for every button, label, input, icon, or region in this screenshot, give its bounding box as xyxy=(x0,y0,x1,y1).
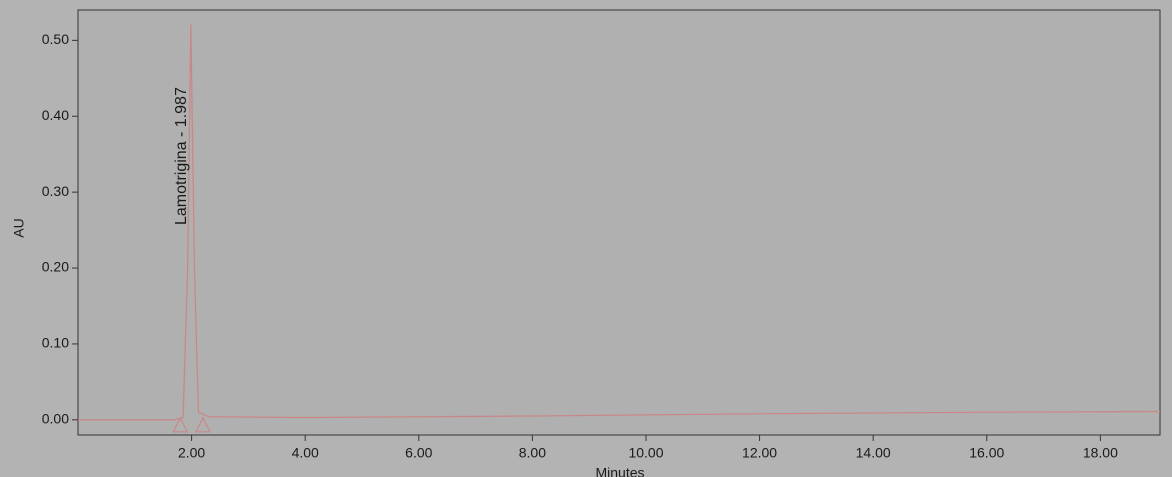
x-axis-label: Minutes xyxy=(595,465,644,477)
x-tick-label: 16.00 xyxy=(969,445,1004,461)
x-tick-label: 2.00 xyxy=(178,445,205,461)
y-tick-label: 0.30 xyxy=(42,183,69,199)
y-tick-label: 0.20 xyxy=(42,259,69,275)
x-tick-label: 10.00 xyxy=(628,445,663,461)
x-tick-label: 14.00 xyxy=(856,445,891,461)
x-tick-label: 18.00 xyxy=(1083,445,1118,461)
x-tick-label: 6.00 xyxy=(405,445,432,461)
peak-bound-marker xyxy=(172,416,189,433)
plot-area xyxy=(77,9,1161,436)
y-tick-label: 0.10 xyxy=(42,335,69,351)
y-tick-label: 0.40 xyxy=(42,107,69,123)
peak-annotation: Lamotrigina - 1.987 xyxy=(173,87,190,225)
y-axis-label: AU xyxy=(11,218,27,237)
y-tick-label: 0.50 xyxy=(42,31,69,47)
x-tick-label: 12.00 xyxy=(742,445,777,461)
y-tick-label: 0.00 xyxy=(42,411,69,427)
chromatogram-line xyxy=(78,24,1161,421)
peak-bound-marker xyxy=(194,416,211,433)
x-tick-label: 8.00 xyxy=(519,445,546,461)
x-tick-label: 4.00 xyxy=(292,445,319,461)
